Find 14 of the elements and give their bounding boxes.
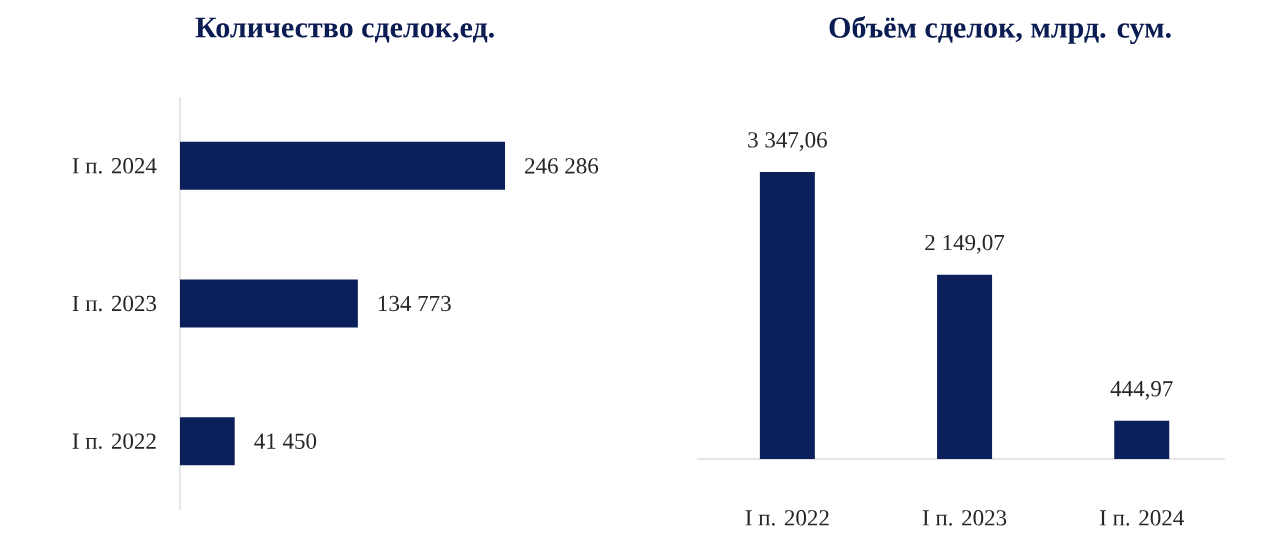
data-label: 246 286 [525,158,599,174]
y-tick-label: I п. 2023 [72,295,157,312]
data-label: 3 347,06 [748,132,827,151]
chart-title: Количество сделок,ед. [195,17,494,43]
x-tick-label: I п. 2022 [745,510,829,526]
x-tick-label: I п. 2023 [922,510,1007,526]
y-tick-label: I п. 2024 [72,158,157,174]
data-label: 134 773 [378,295,451,312]
data-label: 444,97 [1110,381,1173,400]
y-tick-label: I п. 2022 [72,433,156,449]
data-label: 41 450 [254,433,317,449]
data-label: 2 149,07 [925,234,1005,254]
x-tick-label: I п. 2024 [1099,510,1184,526]
chart-title: Объём сделок, млрд. сум. [829,16,1171,44]
